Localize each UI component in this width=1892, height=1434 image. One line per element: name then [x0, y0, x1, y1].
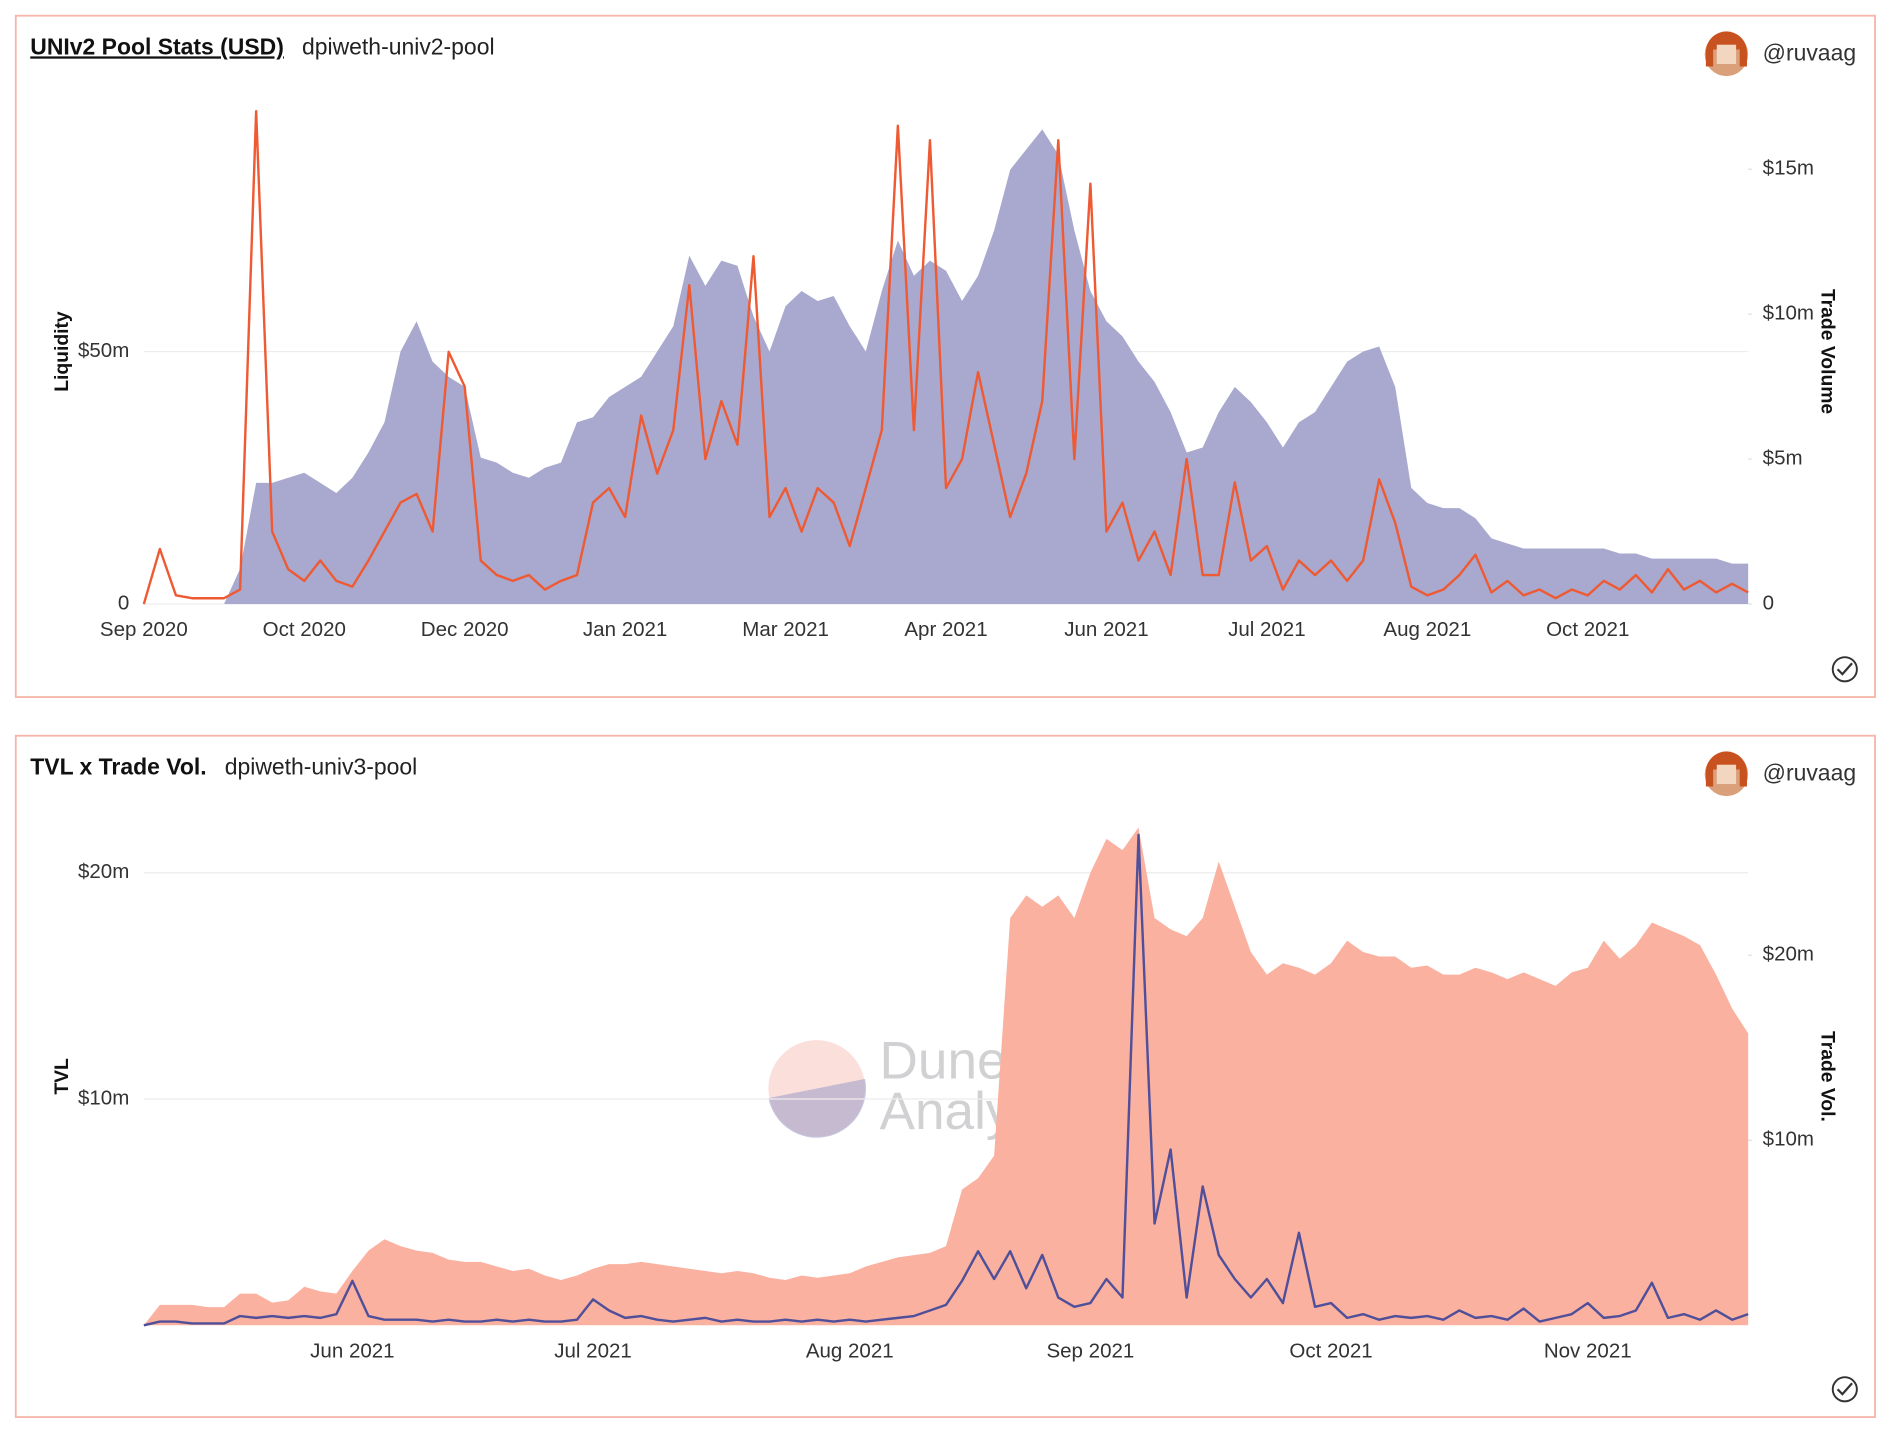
- check-circle: [1831, 656, 1858, 683]
- x-tick-label: Jan 2021: [583, 618, 667, 641]
- avatar-face: [1716, 44, 1737, 65]
- watermark-logo-part: [768, 1078, 867, 1138]
- avatar[interactable]: [1704, 751, 1749, 797]
- x-tick-label: Aug 2021: [806, 1339, 894, 1362]
- check-icon[interactable]: [1831, 1376, 1858, 1403]
- chart-card: TVL x Trade Vol. dpiweth-univ3-pool @ruvaa…: [14, 734, 1876, 1418]
- x-tick-label: Jul 2021: [554, 1339, 632, 1362]
- x-tick-label: Jun 2021: [1064, 618, 1148, 641]
- chart-title: TVL x Trade Vol.: [30, 753, 206, 779]
- check-mark: [1836, 1382, 1853, 1396]
- y2-tick-label: $20m: [1763, 943, 1814, 966]
- x-tick-label: Sep 2021: [1046, 1339, 1134, 1362]
- x-tick-label: Oct 2020: [263, 618, 346, 641]
- x-tick-label: Oct 2021: [1289, 1339, 1372, 1362]
- x-tick-label: Sep 2020: [100, 618, 188, 641]
- chart-card: UNIv2 Pool Stats (USD) dpiweth-univ2-pool…: [14, 14, 1876, 698]
- x-tick-label: Dec 2020: [421, 618, 509, 641]
- y2-tick-label: $15m: [1763, 157, 1814, 180]
- y2-axis-label: Trade Volume: [1817, 289, 1838, 414]
- avatar[interactable]: [1704, 31, 1749, 77]
- x-tick-label: Nov 2021: [1544, 1339, 1632, 1362]
- check-mark: [1836, 662, 1853, 676]
- check-icon[interactable]: [1831, 656, 1858, 683]
- x-tick-label: Jul 2021: [1228, 618, 1306, 641]
- line: [143, 833, 1749, 1327]
- x-tick-label: Jun 2021: [310, 1339, 394, 1362]
- y2-tick-label: $10m: [1763, 302, 1814, 325]
- author[interactable]: @ruvaag: [1763, 39, 1856, 65]
- x-tick-label: Mar 2021: [742, 618, 829, 641]
- y2-axis-label: Trade Vol.: [1817, 1031, 1838, 1122]
- y2-tick-label: $10m: [1763, 1128, 1814, 1151]
- y2-tick-label: $5m: [1763, 447, 1803, 470]
- x-tick-label: Aug 2021: [1383, 618, 1471, 641]
- author[interactable]: @ruvaag: [1763, 759, 1856, 785]
- y-tick-label: $10m: [78, 1086, 129, 1109]
- avatar-face: [1716, 764, 1737, 785]
- x-tick-label: Oct 2021: [1546, 618, 1629, 641]
- chart-subtitle: dpiweth-univ2-pool: [302, 33, 495, 59]
- y-axis-label: Liquidity: [52, 311, 73, 392]
- y-tick-label: 0: [118, 591, 129, 614]
- y-axis-label: TVL: [52, 1058, 73, 1095]
- y-tick-label: $50m: [78, 339, 129, 362]
- chart-title[interactable]: UNIv2 Pool Stats (USD): [30, 33, 284, 59]
- watermark: Dune: [880, 1031, 1007, 1090]
- area: [143, 827, 1749, 1326]
- y2-tick-label: 0: [1763, 591, 1774, 614]
- check-circle: [1831, 1376, 1858, 1403]
- y-tick-label: $20m: [78, 860, 129, 883]
- x-tick-label: Apr 2021: [904, 618, 987, 641]
- area: [143, 129, 1749, 605]
- line: [142, 110, 1749, 605]
- chart-subtitle: dpiweth-univ3-pool: [225, 753, 418, 779]
